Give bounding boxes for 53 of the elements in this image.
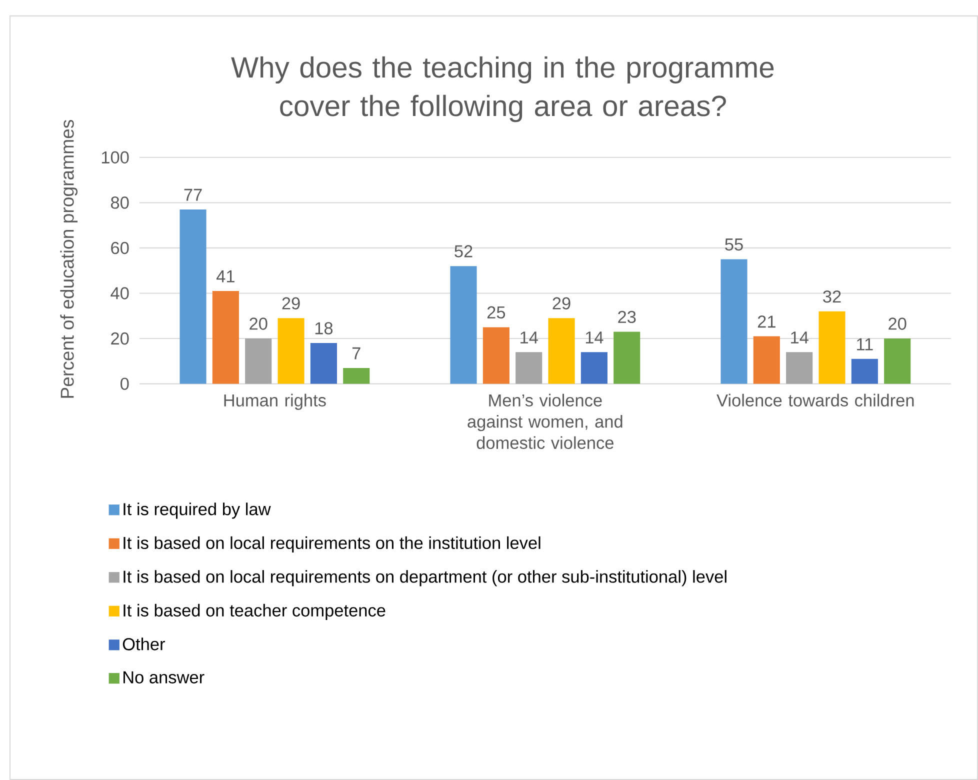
bar [720, 259, 748, 384]
bar [580, 352, 608, 384]
bar [548, 318, 575, 384]
data-label: 77 [184, 188, 202, 201]
data-label: 18 [315, 322, 333, 334]
data-label: 52 [454, 245, 472, 258]
y-tick-label: 80 [110, 196, 129, 209]
data-label: 23 [618, 310, 636, 324]
data-label: 29 [552, 297, 570, 310]
bar [278, 318, 304, 384]
bar [818, 311, 846, 384]
y-tick-label: 20 [111, 332, 129, 345]
y-tick-label: 40 [110, 287, 129, 300]
bar [786, 352, 813, 384]
bar [245, 338, 272, 384]
data-label: 11 [857, 338, 873, 350]
chart-title: Why does the teaching in the programme cover the following area or areas? [231, 56, 774, 122]
legend-label: Other [122, 638, 165, 650]
y-tick-label: 100 [102, 151, 129, 164]
x-tick-label: Men’s violence against women, and domestic violence [468, 394, 622, 449]
data-label: 55 [725, 238, 743, 251]
legend-label: No answer [124, 671, 204, 684]
legend-label: It is based on local requirements on department (or other sub-institutional) level [124, 570, 726, 586]
data-label: 32 [823, 290, 841, 303]
bar [482, 327, 510, 384]
data-label: 25 [487, 306, 506, 318]
bar [450, 266, 477, 384]
data-label: 29 [282, 297, 300, 310]
bar [180, 209, 206, 384]
legend-label: It is based on teacher competence [124, 604, 386, 620]
x-tick-label: Human rights [224, 394, 326, 410]
bar [343, 368, 370, 384]
data-label: 14 [586, 332, 604, 344]
y-axis-title: Percent of education programmes [60, 120, 78, 398]
bar [212, 290, 239, 384]
data-label: 14 [791, 332, 808, 344]
data-label: 41 [216, 270, 234, 282]
y-tick-label: 0 [120, 378, 129, 390]
legend-label: It is based on local requirements on the institution level [124, 536, 540, 552]
bar [753, 336, 780, 384]
bar [614, 332, 640, 384]
data-label: 20 [250, 318, 268, 330]
bar [884, 338, 911, 384]
x-tick-label: Violence towards children [716, 394, 914, 406]
bar [851, 358, 878, 384]
data-label: 20 [888, 318, 906, 330]
bar [516, 352, 542, 384]
data-label: 14 [520, 332, 538, 344]
data-label: 21 [758, 315, 776, 328]
legend-label: It is required by law [124, 502, 271, 519]
bar [310, 343, 337, 384]
data-label: 7 [352, 347, 360, 360]
y-tick-label: 60 [111, 242, 129, 254]
